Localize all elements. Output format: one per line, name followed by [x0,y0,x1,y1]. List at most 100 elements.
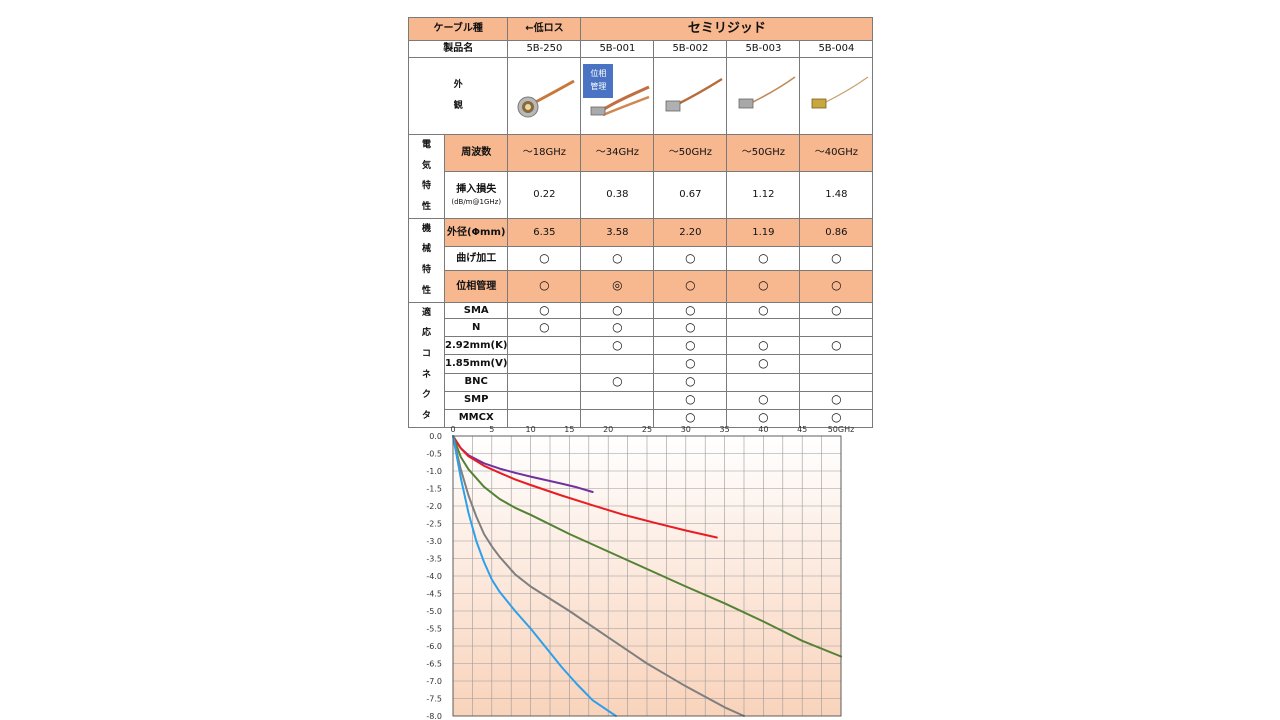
y-tick-label: -1.0 [426,467,442,476]
connector-value: ○ [799,336,874,356]
y-tick-label: -2.0 [426,502,442,511]
phase-value: ○ [726,270,801,303]
insertion-loss-value: 1.12 [726,171,801,219]
connector-value: ○ [653,354,728,374]
y-tick-label: -5.0 [426,607,442,616]
connector-value: ○ [580,372,655,392]
product-name: 5B-004 [799,40,874,58]
connector-label: 1.85mm(V) [443,354,509,374]
plot-frame [452,435,842,717]
x-tick-label: 5 [489,425,494,434]
product-name: 5B-002 [653,40,728,58]
connector-value [507,336,582,356]
y-tick-label: -4.5 [426,590,442,599]
connector-value [580,390,655,410]
phase-value: ○ [653,270,728,303]
frequency-label: 周波数 [443,133,509,173]
y-tick-label: -5.5 [426,625,442,634]
frequency-value: ～34GHz [580,133,655,173]
product-name: 5B-003 [726,40,801,58]
connector-value [799,354,874,374]
insertion-loss-value: 0.38 [580,171,655,219]
series-line-4 [452,435,617,717]
insertion-loss-value: 0.67 [653,171,728,219]
phase-value: ○ [799,270,874,303]
connector-label: SMP [443,390,509,410]
frequency-value: ～50GHz [653,133,728,173]
header-semirigid: セミリジッド [580,17,874,41]
connector-label: BNC [443,372,509,392]
photo-5b-001: 位相 管理 [580,57,655,135]
connector-value [726,318,801,338]
y-tick-label: -2.5 [426,520,442,529]
connector-value: ○ [726,336,801,356]
x-tick-label: 0 [450,425,455,434]
y-tick-label: -3.0 [426,537,442,546]
photo-5b-003 [726,57,801,135]
outer-diameter-value: 2.20 [653,217,728,248]
connector-value: ○ [726,301,801,320]
connector-value [580,354,655,374]
outer-diameter-value: 0.86 [799,217,874,248]
y-tick-label: -7.0 [426,677,442,686]
outer-diameter-value: 6.35 [507,217,582,248]
bend-value: ○ [580,246,655,272]
y-tick-label: -3.5 [426,555,442,564]
insertion-loss-value: 1.48 [799,171,874,219]
phase-control-badge: 位相 管理 [583,64,614,98]
cable-photo-icon [517,79,576,118]
cable-photo-icon [812,76,869,109]
phase-value: ○ [507,270,582,303]
electrical-group-label: 電 気 特 性 [408,134,445,219]
connector-value: ○ [799,408,874,428]
y-tick-label: -6.0 [426,642,442,651]
y-tick-label: 0.0 [429,432,442,441]
photo-5b-002 [653,57,728,135]
connector-value: ○ [653,372,728,392]
connector-group-label: 適 応 コ ネ ク タ [408,301,445,428]
connector-label: MMCX [443,408,509,428]
product-row-label: 製品名 [407,40,509,58]
outer-diameter-label: 外径(Φmm) [443,217,509,248]
connector-value: ○ [726,390,801,410]
series-group [452,435,842,717]
connector-value: ○ [726,354,801,374]
connector-value [507,354,582,374]
photo-5b-250 [507,57,582,135]
connector-value: ○ [653,301,728,320]
connector-label: SMA [443,301,509,320]
connector-value: ○ [580,301,655,320]
mechanical-group-label: 機 械 特 性 [408,217,445,303]
bend-label: 曲げ加工 [443,246,509,272]
photo-5b-004 [799,57,874,135]
connector-label: N [443,318,509,338]
outer-diameter-value: 3.58 [580,217,655,248]
product-name: 5B-250 [507,40,582,58]
y-tick-label: -7.5 [426,695,442,704]
x-tick-label: 35 [720,425,730,434]
insertion-loss-label: 挿入損失 (dB/m@1GHz) [443,171,509,219]
y-tick-label: -4.0 [426,572,442,581]
x-tick-label: 30 [681,425,691,434]
series-line-1 [452,435,718,539]
bend-value: ○ [799,246,874,272]
connector-value: ○ [653,336,728,356]
cable-photo-icon [739,76,796,109]
cable-photo-icon [591,85,651,117]
insertion-loss-value: 0.22 [507,171,582,219]
y-tick-label: -6.5 [426,660,442,669]
header-low-loss: ←低ロス [507,17,582,41]
phase-label: 位相管理 [443,270,509,303]
bend-value: ○ [726,246,801,272]
connector-value [799,318,874,338]
x-tick-label: 50GHz [828,425,855,434]
bend-value: ○ [507,246,582,272]
x-tick-label: 10 [526,425,536,434]
x-tick-label: 40 [758,425,768,434]
connector-value: ○ [799,301,874,320]
frequency-value: ～40GHz [799,133,874,173]
insertion-loss-unit: (dB/m@1GHz) [451,197,502,206]
product-name: 5B-001 [580,40,655,58]
frequency-value: ～50GHz [726,133,801,173]
connector-label: 2.92mm(K) [443,336,509,356]
